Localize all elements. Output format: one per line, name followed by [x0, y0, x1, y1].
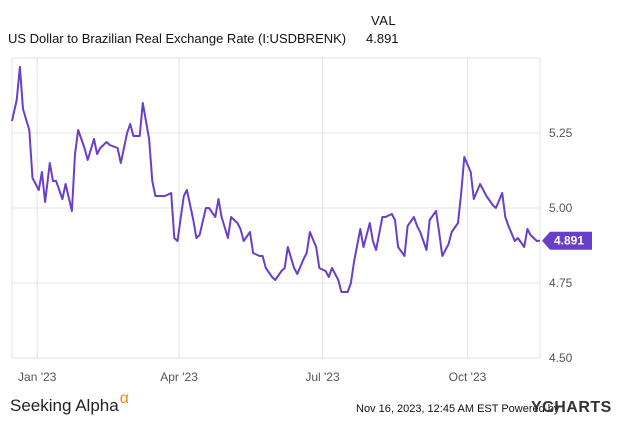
last-value-badge: 4.891	[542, 231, 592, 250]
ycharts-logo: YCHARTS	[531, 399, 612, 416]
y-tick-label: 5.25	[549, 126, 573, 140]
y-tick-label: 4.50	[549, 351, 573, 365]
last-value-badge-label: 4.891	[554, 234, 584, 248]
value-column-header: VAL	[371, 13, 397, 28]
x-tick-label: Jan '23	[18, 370, 57, 384]
series-name: US Dollar to Brazilian Real Exchange Rat…	[8, 31, 347, 46]
y-tick-label: 4.75	[549, 276, 573, 290]
x-tick-label: Apr '23	[160, 370, 198, 384]
x-tick-label: Jul '23	[305, 370, 340, 384]
seeking-alpha-logo: Seeking Alphaα	[10, 390, 129, 416]
timestamp: Nov 16, 2023, 12:45 AM EST Powered by	[356, 403, 560, 415]
current-value: 4.891	[366, 31, 399, 46]
series-line	[11, 66, 541, 293]
last-value-badge-shape	[542, 231, 592, 250]
brand-name: Seeking Alpha	[10, 396, 119, 415]
x-tick-label: Oct '23	[449, 370, 487, 384]
alpha-mark: α	[119, 390, 129, 407]
y-tick-label: 5.00	[549, 201, 573, 215]
